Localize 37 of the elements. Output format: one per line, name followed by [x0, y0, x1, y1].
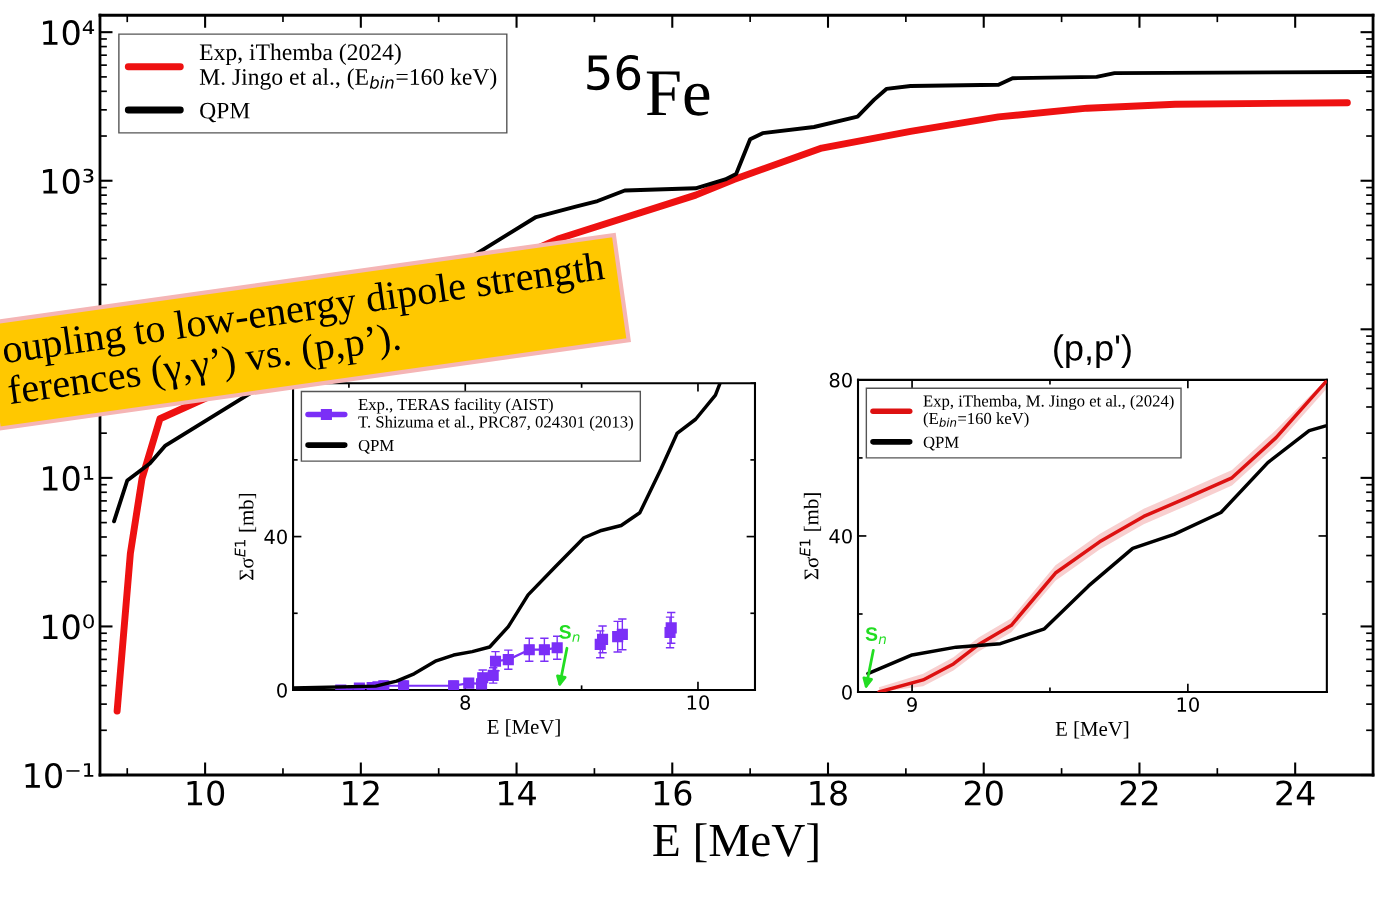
x-tick-label: 24	[1276, 780, 1315, 806]
y-axis-title: Σσ$^{E1}$ [mb]	[234, 493, 257, 580]
y-tick-label: 40	[829, 528, 852, 544]
x-tick-label: 9	[907, 697, 917, 712]
x-tick-label: 8	[460, 695, 471, 710]
y-tick-label: 10⁰	[43, 614, 94, 640]
x-axis-title: E [MeV]	[487, 719, 560, 737]
annotation: S$_{n}$	[865, 627, 886, 644]
legend-label: QPM	[358, 439, 394, 454]
y-tick-label: 10⁴	[43, 20, 95, 46]
legend-label: QPM	[200, 102, 250, 123]
y-tick-label: 10³	[43, 168, 94, 194]
y-tick-label: 0	[842, 684, 852, 700]
text: $^{56}$Fe	[587, 54, 710, 116]
y-tick-label: 10⁻¹	[25, 762, 94, 789]
y-axis-title: Σσ$^{E1}$ [mb]	[799, 493, 822, 580]
x-tick-label: 22	[1120, 780, 1158, 806]
x-tick-label: 14	[499, 780, 536, 806]
x-axis-title: E [MeV]	[653, 823, 818, 863]
y-tick-label: 10¹	[43, 465, 94, 492]
x-tick-label: 20	[964, 780, 1003, 806]
y-tick-label: 40	[264, 529, 287, 545]
annotation: S$_{n}$	[559, 625, 580, 642]
x-tick-label: 16	[654, 780, 692, 806]
x-axis-title: E [MeV]	[1055, 721, 1129, 739]
legend-label: Exp., TERAS facility (AIST) T. Shizuma et al., PRC87, 024301 (2013)	[358, 398, 633, 431]
x-tick-label: 18	[810, 780, 847, 806]
y-tick-label: 80	[829, 372, 852, 388]
x-tick-label: 12	[343, 780, 379, 806]
x-tick-label: 10	[1177, 697, 1199, 712]
legend-label: Exp, iThemba (2024) M. Jingo et al., (E$_{bin}$=160 keV)	[199, 43, 497, 90]
legend-label: Exp, iThemba, M. Jingo et al., (2024) (E$_{bin}$=160 keV)	[923, 394, 1174, 428]
x-tick-label: 10	[187, 780, 225, 806]
x-tick-label: 10	[687, 695, 710, 710]
chart-title: (p,p')	[1054, 334, 1131, 368]
legend-label: QPM	[923, 436, 959, 451]
y-tick-label: 0	[277, 682, 287, 698]
